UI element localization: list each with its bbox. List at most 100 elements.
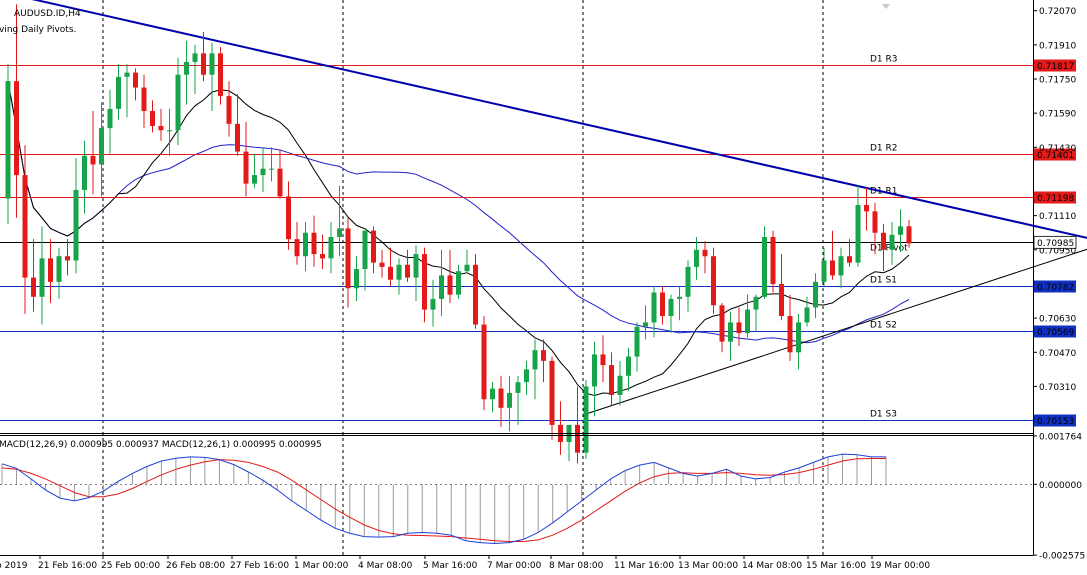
price-tag-d1-s1: 0.70782 <box>1037 283 1074 293</box>
candle-body <box>770 236 776 284</box>
candle-body <box>158 125 164 131</box>
macd-main-line <box>1 453 886 545</box>
candle-body <box>362 230 368 270</box>
ma-slow-line <box>7 81 910 344</box>
candle-body <box>490 388 495 400</box>
candle-body <box>677 296 682 299</box>
candle-body <box>56 256 62 282</box>
macd-tick-label: 0.001764 <box>1039 432 1082 442</box>
candle-body <box>405 264 410 278</box>
time-tick-label: 8 Mar 08:00 <box>549 561 604 571</box>
candle-body <box>5 81 11 199</box>
pivot-label-d1-r3: D1 R3 <box>870 55 898 65</box>
price-tag-d1-s3: 0.70153 <box>1037 417 1074 427</box>
candle-body <box>728 322 733 342</box>
price-tag-bg-1 <box>1034 148 1076 161</box>
candle-body <box>201 53 206 75</box>
candle-body <box>592 354 597 387</box>
price-axis: 0.71817 0.71401 0.71198 0.70782 0.70569 0.701… <box>1033 7 1085 562</box>
candle-body <box>388 266 393 280</box>
candle-body <box>337 228 342 237</box>
candle-body <box>464 264 470 272</box>
candle-body <box>541 350 546 361</box>
price-tick-label: 0.70470 <box>1039 349 1076 359</box>
shift-marker-icon[interactable] <box>882 4 890 9</box>
candle-body <box>864 204 869 212</box>
pivot-label-d1-s2: D1 S2 <box>870 321 897 331</box>
candle-body <box>745 309 750 334</box>
pivot-label-d1-r2: D1 R2 <box>870 144 898 154</box>
trendline-falling-resistance <box>31 0 1087 239</box>
candle-body <box>345 228 351 289</box>
candle-body <box>532 350 538 370</box>
candle-body <box>73 190 79 261</box>
candle-body <box>14 81 19 176</box>
candle-body <box>133 72 138 88</box>
macd-signal-line <box>1 458 886 542</box>
candle-body <box>209 53 215 75</box>
candle-body <box>396 264 402 280</box>
trendline-rising-support <box>585 248 1087 415</box>
price-tick-label: 0.72070 <box>1039 7 1076 17</box>
candle-body <box>889 234 895 250</box>
candle-body <box>830 260 835 276</box>
candle-body <box>583 386 589 453</box>
candle-body <box>269 168 274 170</box>
price-tick-label: 0.71750 <box>1039 75 1076 85</box>
price-tag-d1-r1: 0.71198 <box>1037 194 1074 204</box>
candle-body <box>150 111 155 126</box>
candle-body <box>702 249 708 257</box>
price-tick-label: 0.70630 <box>1039 315 1076 325</box>
candle-body <box>634 326 640 357</box>
candle-body <box>651 292 657 323</box>
price-tag-bg-4 <box>1034 280 1076 293</box>
candle-body <box>65 256 70 261</box>
time-tick-label: 27 Feb 16:00 <box>230 561 289 571</box>
price-tick-label: 0.71110 <box>1039 212 1076 222</box>
candle-body <box>694 249 699 267</box>
candle-body <box>311 232 317 255</box>
time-tick-label: 7 Mar 00:00 <box>487 561 542 571</box>
candle-body <box>31 277 36 297</box>
time-tick-label: 11 Mar 16:00 <box>614 561 674 571</box>
candle-body <box>515 382 521 393</box>
candle-body <box>600 354 606 366</box>
price-tag-bg-5 <box>1034 325 1076 338</box>
time-tick-label: 1 Mar 00:00 <box>294 561 349 571</box>
indicator-title: ving Daily Pivots. <box>0 25 76 35</box>
candle-body <box>430 298 436 310</box>
candle-body <box>838 256 844 276</box>
candle-body <box>524 369 529 383</box>
time-tick-label: b 2019 <box>0 561 28 571</box>
candle-body <box>906 226 912 244</box>
time-tick-label: 13 Mar 00:00 <box>678 561 738 571</box>
price-tick-label: 0.71590 <box>1039 110 1076 120</box>
candle-body <box>456 271 461 295</box>
candle-body <box>320 254 325 259</box>
candle-body <box>82 155 87 191</box>
candle-body <box>447 275 453 295</box>
price-tick-label: 0.71430 <box>1039 144 1076 154</box>
candle-body <box>617 375 623 395</box>
candle-body <box>22 175 28 278</box>
time-tick-label: 21 Feb 16:00 <box>38 561 97 571</box>
candle-body <box>252 175 257 184</box>
candle-body <box>439 275 444 299</box>
candle-body <box>753 296 759 310</box>
candle-body <box>379 262 385 267</box>
time-tick-label: 5 Mar 16:00 <box>423 561 478 571</box>
candle-body <box>711 256 716 306</box>
candle-body <box>575 424 580 453</box>
candle-body <box>141 87 147 112</box>
candle-body <box>99 128 104 165</box>
candle-body <box>107 108 113 129</box>
time-tick-label: 4 Mar 08:00 <box>358 561 413 571</box>
candle-body <box>413 254 419 278</box>
candle-body <box>660 292 665 316</box>
price-tag-d1-r3: 0.71817 <box>1037 62 1074 72</box>
candle-body <box>881 232 886 250</box>
candle-body <box>779 283 784 316</box>
time-tick-label: 14 Mar 08:00 <box>742 561 802 571</box>
candle-body <box>787 315 793 353</box>
